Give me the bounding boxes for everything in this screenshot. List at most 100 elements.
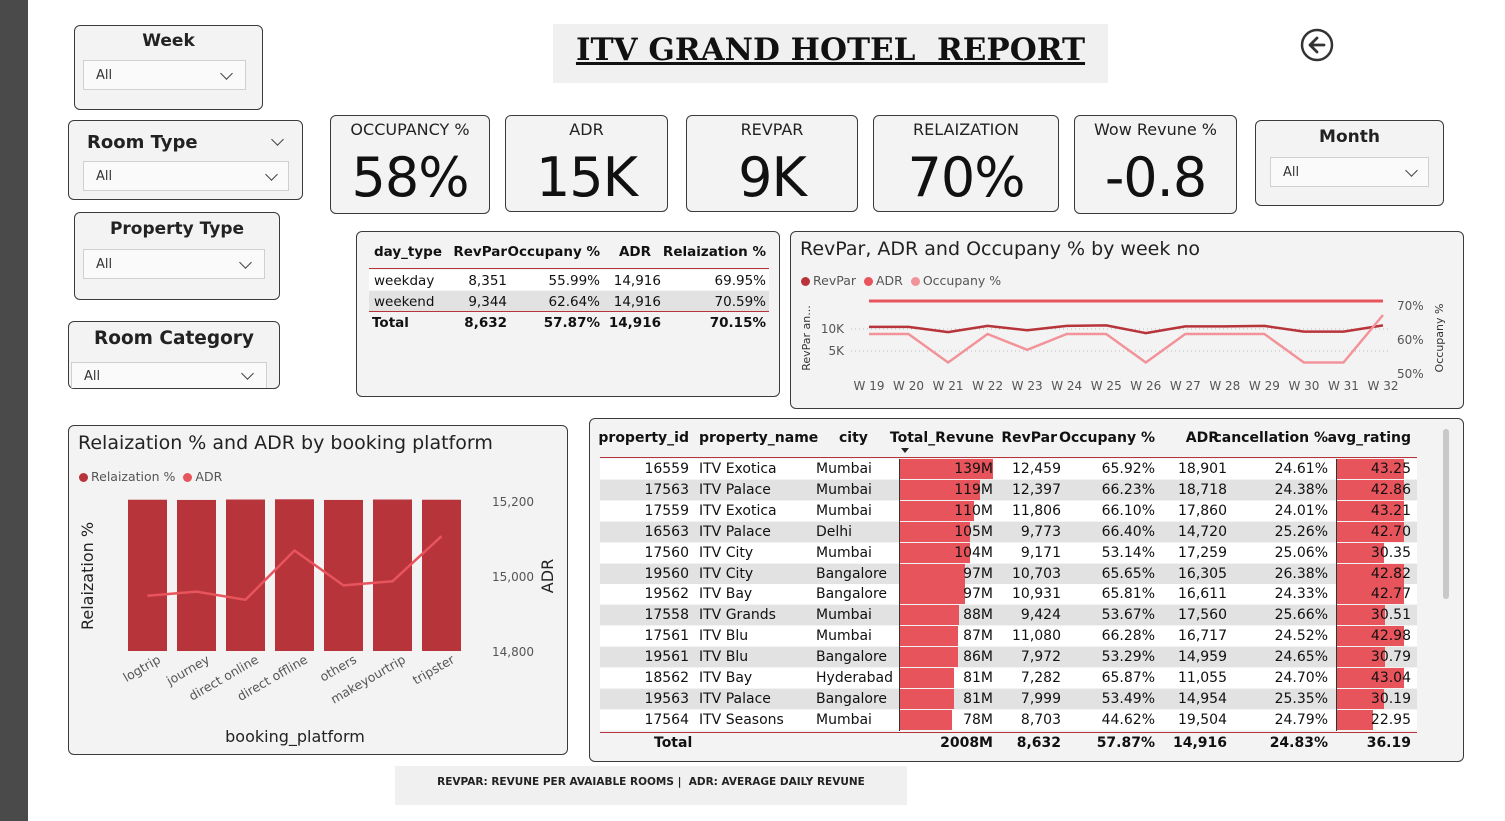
week-slicer-title: Week	[142, 31, 195, 51]
table-cell: 25.35%	[1274, 690, 1328, 707]
property-type-dropdown-value: All	[96, 257, 113, 272]
rating-data-bar	[1337, 521, 1404, 542]
kpi-adr-card: ADR 15K	[505, 115, 668, 212]
table-cell: 9,773	[1020, 523, 1061, 540]
table-total-cell: 8,632	[1016, 735, 1061, 751]
table-header[interactable]: Occupany %	[1059, 430, 1155, 446]
table-row[interactable]	[600, 542, 1417, 563]
property-type-dropdown[interactable]: All	[83, 249, 265, 279]
table-cell: 66.23%	[1101, 481, 1155, 498]
revenue-data-bar	[900, 500, 974, 521]
table-cell: 119M	[954, 481, 993, 498]
table-header[interactable]: property_id	[598, 430, 689, 446]
table-total-cell: 2008M	[940, 735, 993, 751]
table-header[interactable]: Total_Revune	[889, 430, 994, 446]
chevron-down-icon[interactable]	[271, 133, 284, 146]
table-cell: 19562	[644, 586, 689, 603]
platform-chart-legend: Relaization % ADR	[79, 469, 222, 484]
table-cell: 81M	[963, 690, 993, 707]
table-row[interactable]	[600, 500, 1417, 521]
revenue-data-bar	[900, 521, 971, 542]
series-line-occupany[interactable]	[869, 314, 1384, 364]
table-row[interactable]	[600, 521, 1417, 542]
table-cell: 26.38%	[1274, 565, 1328, 582]
week-dropdown[interactable]: All	[83, 60, 246, 90]
table-row[interactable]	[600, 459, 1417, 479]
room-type-dropdown[interactable]: All	[83, 161, 289, 191]
table-header[interactable]: Relaization %	[662, 244, 766, 260]
table-cell: 17558	[644, 607, 689, 624]
table-cell: 17,860	[1178, 502, 1227, 519]
y-left-axis-label: RevPar an...	[800, 305, 813, 371]
vertical-scrollbar[interactable]	[1443, 429, 1449, 599]
legend-label: Occupany %	[922, 273, 1002, 288]
table-cell: 24.65%	[1274, 649, 1328, 666]
month-dropdown[interactable]: All	[1270, 157, 1429, 187]
x-tick-label: W 26	[1130, 379, 1161, 393]
kpi-label: ADR	[569, 120, 604, 139]
bar-makeyourtrip[interactable]	[373, 499, 412, 651]
bar-direct-offline[interactable]	[275, 499, 314, 651]
room-type-slicer: Room Type All	[68, 120, 303, 200]
series-line-revpar[interactable]	[869, 324, 1384, 335]
room-category-dropdown[interactable]: All	[71, 362, 267, 388]
legend-label: ADR	[195, 469, 223, 484]
table-cell: 42.86	[1370, 481, 1411, 498]
table-header[interactable]: cancellation %	[1213, 430, 1328, 446]
bar-direct-online[interactable]	[226, 499, 265, 651]
property-table: property_id property_name city Total_Rev…	[590, 419, 1465, 763]
table-cell: 18,718	[1178, 481, 1227, 498]
table-cell: 10,703	[1012, 565, 1061, 582]
chevron-down-icon	[1405, 164, 1418, 177]
table-cell: ITV Palace	[699, 690, 771, 707]
table-cell: 14,916	[613, 294, 661, 310]
table-header[interactable]: property_name	[699, 430, 819, 446]
table-cell: 11,806	[1012, 502, 1061, 519]
table-header[interactable]: avg_rating	[1327, 430, 1411, 446]
x-tick-label: W 31	[1328, 379, 1359, 393]
y-right-tick: 50%	[1397, 367, 1424, 381]
table-total-cell: 14,916	[608, 315, 661, 331]
table-cell: ITV Blu	[699, 649, 749, 666]
table-row[interactable]	[600, 688, 1417, 709]
bar-journey[interactable]	[177, 499, 216, 651]
table-cell: Mumbai	[816, 481, 872, 498]
table-row[interactable]	[600, 584, 1417, 605]
week-slicer: Week All	[74, 25, 263, 110]
kpi-label: RELAIZATION	[913, 120, 1019, 139]
table-cell: 25.26%	[1274, 523, 1328, 540]
room-category-slicer: Room Category All	[68, 321, 280, 389]
table-header[interactable]: RevPar	[453, 244, 507, 260]
table-total-cell: 57.87%	[543, 315, 600, 331]
table-header[interactable]: ADR	[1185, 430, 1219, 446]
kpi-realization-card: RELAIZATION 70%	[873, 115, 1059, 212]
table-header[interactable]: day_type	[374, 244, 442, 260]
table-row[interactable]	[600, 563, 1417, 584]
table-row[interactable]	[600, 668, 1417, 688]
table-cell: ITV Bay	[699, 670, 753, 686]
bar-logtrip[interactable]	[128, 499, 167, 651]
table-cell: 7,282	[1020, 670, 1061, 686]
table-cell: Mumbai	[816, 607, 872, 624]
table-row[interactable]	[600, 626, 1417, 647]
table-cell: 22.95	[1370, 711, 1411, 728]
rating-data-bar	[1337, 459, 1405, 479]
table-cell: 7,972	[1020, 649, 1061, 666]
adr-line[interactable]	[147, 535, 443, 602]
table-header[interactable]: ADR	[618, 244, 651, 260]
table-row[interactable]	[600, 605, 1417, 626]
week-chart-title: RevPar, ADR and Occupany % by week no	[800, 238, 1201, 260]
table-header[interactable]: city	[839, 430, 868, 446]
table-row[interactable]	[600, 709, 1417, 730]
kpi-value: -0.8	[1104, 146, 1207, 209]
column-separator	[1336, 459, 1337, 731]
bar-tripster[interactable]	[422, 499, 461, 651]
table-row[interactable]	[600, 647, 1417, 668]
table-row[interactable]	[600, 479, 1417, 500]
table-header[interactable]: RevPar	[1001, 430, 1057, 446]
table-cell: 97M	[963, 565, 993, 582]
x-tick-label: W 30	[1288, 379, 1319, 393]
table-header[interactable]: Occupany %	[507, 244, 600, 260]
table-cell: 9,344	[468, 294, 507, 310]
back-arrow-icon[interactable]	[1300, 28, 1334, 62]
